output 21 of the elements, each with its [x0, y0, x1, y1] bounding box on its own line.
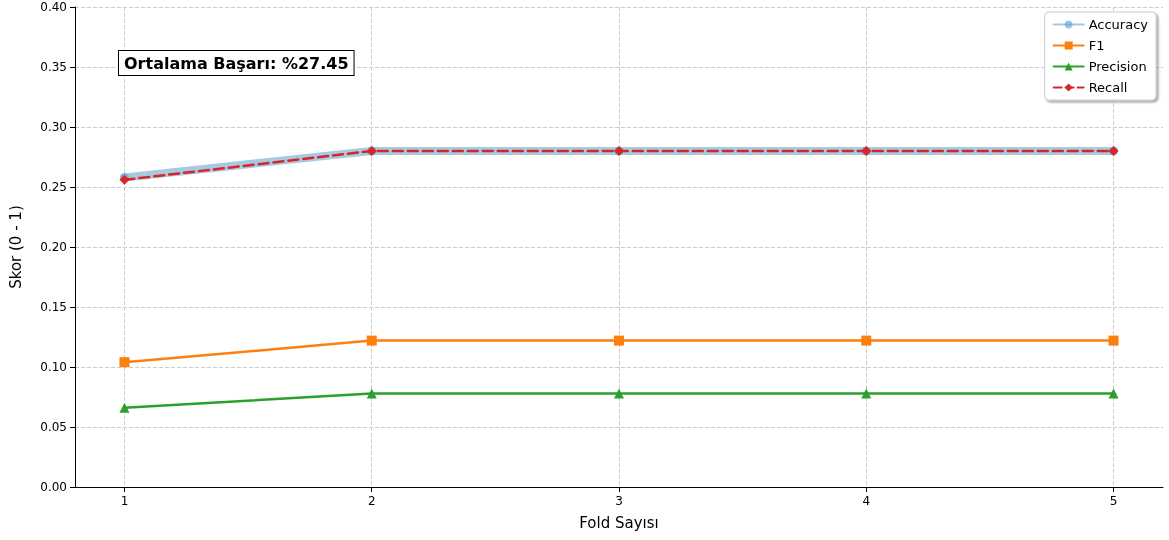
y-tick-label: 0.30	[40, 120, 67, 134]
y-axis-title: Skor (0 - 1)	[6, 205, 25, 289]
annotation: Ortalama Başarı: %27.45	[124, 53, 349, 73]
legend-label: Accuracy	[1088, 17, 1149, 32]
y-tick-label: 0.40	[40, 0, 67, 14]
y-tick-label: 0.10	[40, 360, 67, 374]
x-axis-title: Fold Sayısı	[579, 513, 659, 532]
x-tick-label: 5	[1109, 494, 1118, 508]
x-tick-label: 2	[367, 494, 376, 508]
x-tick-label: 1	[120, 494, 129, 508]
y-tick-label: 0.05	[40, 420, 67, 434]
y-tick-label: 0.35	[40, 60, 67, 74]
y-tick-label: 0.25	[40, 180, 67, 194]
x-tick-label: 4	[862, 494, 871, 508]
legend-label: Recall	[1088, 80, 1128, 95]
y-tick-label: 0.00	[40, 480, 67, 494]
y-tick-label: 0.15	[40, 300, 67, 314]
legend-label: Precision	[1088, 59, 1147, 74]
y-tick-label: 0.20	[40, 240, 67, 254]
x-tick-label: 3	[615, 494, 623, 508]
legend-label: F1	[1088, 38, 1105, 53]
